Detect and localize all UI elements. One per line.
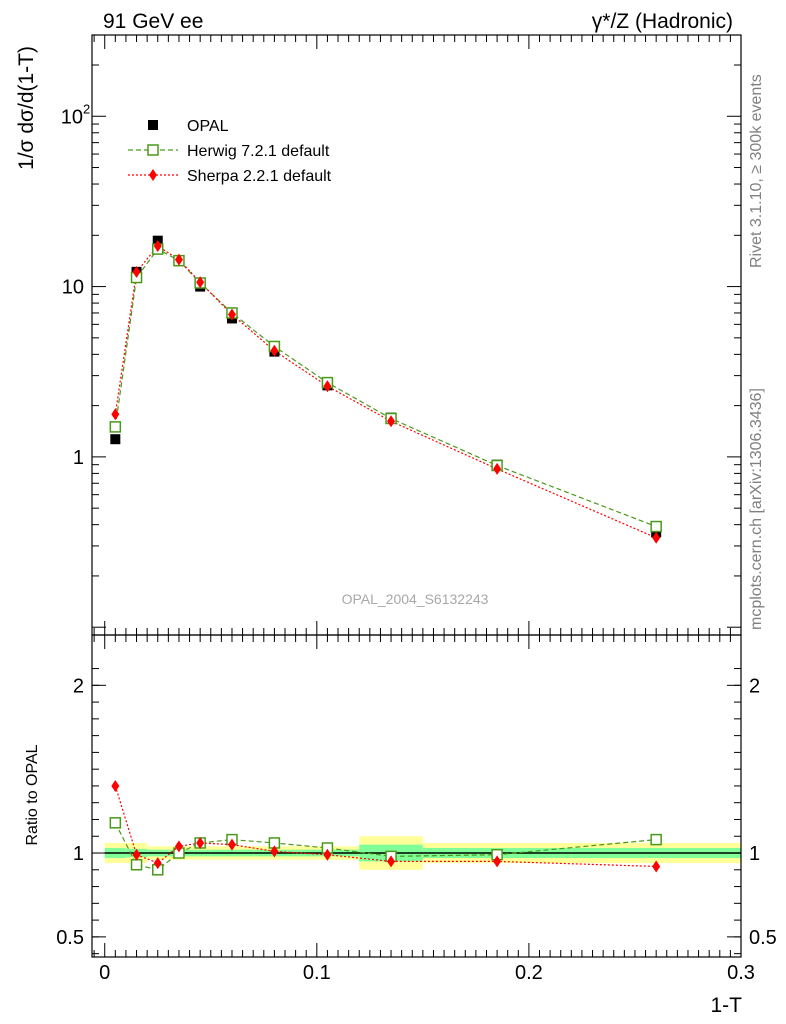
legend-label-0: OPAL [187, 118, 229, 135]
main-ytick-label-exp: 2 [83, 101, 90, 116]
ratio-ytick-label-right: 2 [749, 675, 760, 697]
main-ytick-label: 10 [62, 277, 84, 299]
ratio-point-s1 [323, 848, 332, 861]
main-point-s1 [650, 520, 662, 533]
legend: OPAL Herwig 7.2.1 default Sherpa 2.2.1 def… [128, 118, 332, 185]
main-point-s2 [111, 408, 120, 421]
ratio-frame [91, 634, 742, 958]
main-series-line-2 [114, 245, 657, 539]
ratio-point-s1 [153, 857, 162, 870]
ratio-xtick-label: 0 [99, 962, 110, 984]
legend-marker-1 [147, 144, 159, 156]
main-ytick-label: 1 [73, 447, 84, 469]
ratio-xtick-label: 0.1 [303, 962, 331, 984]
main-point-s2 [323, 380, 332, 393]
legend-label-1: Herwig 7.2.1 default [187, 143, 330, 160]
ratio-xtick-label: 0.2 [515, 962, 543, 984]
main-point-s2 [132, 265, 141, 278]
ratio-ytick-label: 2 [73, 675, 84, 697]
ratio-xtick-label: 0.3 [727, 962, 755, 984]
ratio-point-s1 [196, 836, 205, 849]
ratio-point-s1 [270, 845, 279, 858]
main-point-s1 [109, 421, 122, 433]
ratio-ytick-label: 1 [73, 843, 84, 865]
main-point-s2 [227, 308, 236, 321]
ratio-panel: 0 0.1 0.2 0.3 0.5 0.5 1 1 2 2 [56, 635, 777, 984]
main-ylabel: 1/σ dσ/d(1-T) [15, 46, 38, 170]
ratio-point-s0 [130, 859, 143, 871]
ratio-series-line-0 [114, 822, 657, 871]
ratio-point-s1 [493, 855, 502, 868]
header-left-label: 91 GeV ee [103, 10, 203, 33]
ratio-ytick-label-right: 1 [749, 843, 760, 865]
main-series-line-1 [114, 248, 657, 528]
legend-marker-0 [148, 120, 158, 130]
main-ytick-label: 10 [61, 106, 83, 128]
mcplots-label: mcplots.cern.ch [arXiv:1306.3436] [748, 388, 765, 630]
ratio-point-s0 [109, 817, 122, 829]
ratio-ytick-label: 0.5 [56, 927, 84, 949]
ratio-xlabel: 1-T [711, 994, 743, 1017]
ratio-point-s1 [387, 855, 396, 868]
header-right-label: γ*/Z (Hadronic) [592, 10, 733, 33]
rivet-version-label: Rivet 3.1.10, ≥ 300k events [748, 74, 765, 268]
ratio-point-s1 [227, 838, 236, 851]
main-point-s2 [270, 344, 279, 357]
ratio-point-s1 [132, 848, 141, 861]
main-point-s2 [387, 415, 396, 428]
main-point-s2 [196, 276, 205, 289]
main-point-s2 [493, 462, 502, 475]
ratio-ylabel: Ratio to OPAL [24, 744, 41, 845]
analysis-watermark: OPAL_2004_S6132243 [342, 591, 489, 607]
ratio-point-s1 [652, 860, 661, 873]
ratio-ytick-label-right: 0.5 [749, 927, 777, 949]
ratio-point-s1 [174, 840, 183, 853]
main-point-s2 [153, 240, 162, 253]
legend-marker-2 [149, 169, 157, 181]
main-point-s2 [652, 531, 661, 544]
main-point-s2 [174, 253, 183, 266]
main-point-s0 [110, 434, 121, 445]
ratio-point-s0 [650, 833, 662, 846]
ratio-point-s1 [111, 779, 120, 792]
legend-label-2: Sherpa 2.2.1 default [187, 168, 332, 185]
